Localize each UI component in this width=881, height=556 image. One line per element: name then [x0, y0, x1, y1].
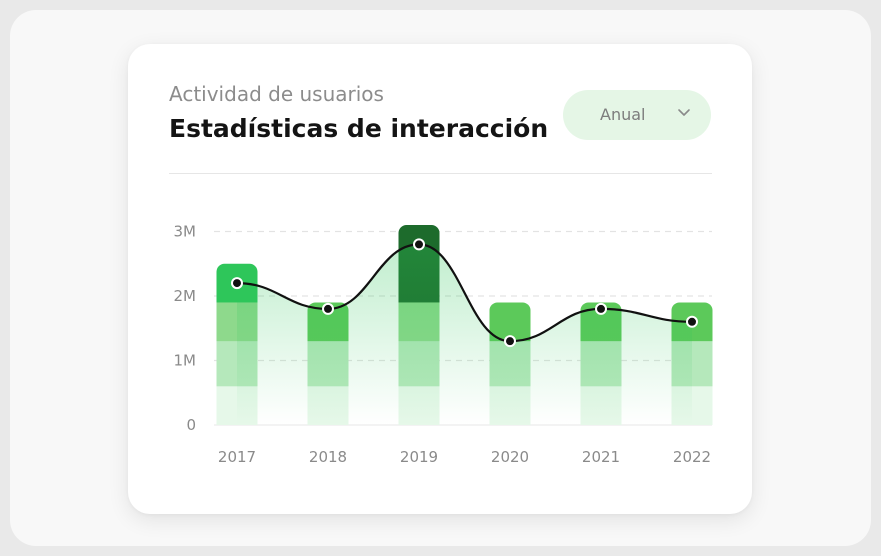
y-tick-label: 1M: [174, 352, 197, 370]
line-point: [595, 302, 607, 315]
x-tick-label: 2022: [673, 448, 711, 466]
header-divider: [169, 173, 712, 174]
card-title: Estadísticas de interacción: [169, 114, 549, 143]
line-area: [237, 244, 692, 425]
y-tick-label: 2M: [174, 287, 197, 305]
line-point: [504, 335, 516, 348]
y-tick-label: 0: [186, 416, 196, 434]
x-tick-label: 2018: [309, 448, 347, 466]
line-point: [686, 315, 698, 328]
period-dropdown[interactable]: Anual: [563, 90, 711, 140]
chevron-down-icon: [678, 109, 690, 116]
card-subtitle: Actividad de usuarios: [169, 82, 384, 106]
x-tick-label: 2020: [491, 448, 529, 466]
line-point: [231, 277, 243, 290]
interaction-chart: 0 1M 2M 3M 2017 2018 2019 2020 2021 2022: [174, 223, 713, 466]
period-dropdown-label: Anual: [600, 105, 646, 124]
x-tick-label: 2021: [582, 448, 620, 466]
y-tick-label: 3M: [174, 223, 197, 241]
x-tick-label: 2019: [400, 448, 438, 466]
line-point: [413, 238, 425, 251]
stats-card: Actividad de usuarios Estadísticas de in…: [128, 44, 752, 514]
line-point: [322, 302, 334, 315]
x-tick-label: 2017: [218, 448, 256, 466]
